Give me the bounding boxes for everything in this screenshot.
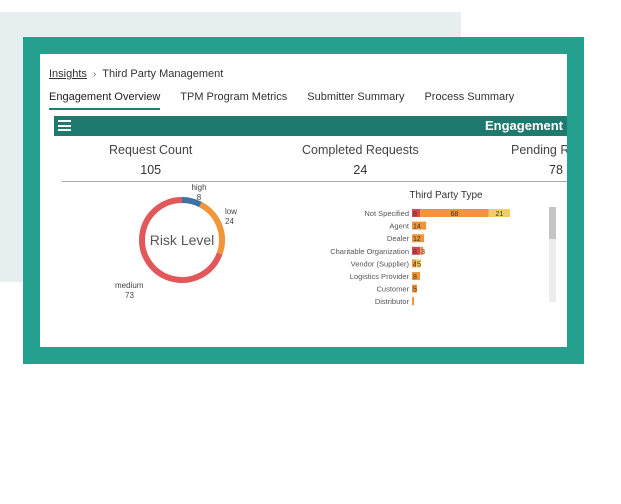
bar-data-label: 8 <box>413 274 417 281</box>
bar-segment[interactable] <box>412 272 421 280</box>
bar-data-label: 4 <box>413 261 417 268</box>
bar-segment[interactable] <box>412 284 418 293</box>
dashboard: Engagement Request Count 105 Completed R… <box>54 116 567 347</box>
kpi-pending-requests: Pending R 78 <box>511 143 567 177</box>
donut-slice-medium[interactable] <box>139 197 223 283</box>
bar-segment[interactable] <box>420 209 489 217</box>
bar-data-label: 21 <box>495 211 503 218</box>
tab-process-summary[interactable]: Process Summary <box>424 91 515 103</box>
bar-segment[interactable] <box>416 259 422 268</box>
donut-label-low: low <box>225 207 237 216</box>
app-window: Insights › Third Party Management Engage… <box>40 54 567 347</box>
kpi-label: Completed Requests <box>302 143 419 157</box>
bar-data-label: 5 <box>413 287 417 294</box>
donut-value-low: 24 <box>225 217 234 226</box>
kpi-label: Pending R <box>511 143 567 157</box>
bar-category-label: Logistics Provider <box>350 272 410 281</box>
bar-category-label: Customer <box>376 285 409 294</box>
scrollbar-thumb[interactable] <box>549 207 556 239</box>
bar-category-label: Distributor <box>375 297 410 306</box>
bar-category-label: Dealer <box>387 234 410 243</box>
scrollbar-track[interactable] <box>549 207 556 302</box>
bar-data-label: 8 <box>413 211 417 218</box>
tab-tpm-program-metrics[interactable]: TPM Program Metrics <box>180 91 288 103</box>
bar-category-label: Not Specified <box>364 209 409 218</box>
donut-label-high: high <box>191 183 206 192</box>
dashboard-header: Engagement <box>54 116 567 136</box>
donut-label-medium: medium <box>115 281 144 290</box>
third-party-type-chart: Third Party Type Not Specified 8 68 21 Agent 1… <box>294 182 567 347</box>
breadcrumb-separator-icon: › <box>92 68 97 80</box>
bar-segment[interactable] <box>488 209 510 217</box>
bar-data-label: 8 <box>413 249 417 256</box>
tab-bar: Engagement Overview TPM Program Metrics … <box>49 91 514 110</box>
bar-segment[interactable] <box>412 297 415 306</box>
donut-value-high: 8 <box>197 193 202 202</box>
kpi-request-count: Request Count 105 <box>109 143 192 177</box>
kpi-value: 105 <box>140 163 162 177</box>
bar-segment[interactable] <box>412 259 417 268</box>
bar-segment[interactable] <box>412 234 425 243</box>
bar-data-label: 68 <box>451 211 459 218</box>
donut-value-medium: 73 <box>125 291 134 300</box>
tab-engagement-overview[interactable]: Engagement Overview <box>49 91 161 110</box>
kpi-value: 24 <box>353 163 368 177</box>
bar-data-label: 3 <box>421 249 425 256</box>
bar-category-label: Agent <box>389 222 410 231</box>
bar-category-label: Charitable Organization <box>330 247 409 256</box>
breadcrumb-current: Third Party Management <box>102 68 224 80</box>
bar-data-label: 5 <box>417 261 421 268</box>
kpi-label: Request Count <box>109 143 193 157</box>
hamburger-menu-icon[interactable] <box>58 120 71 131</box>
bar-segment[interactable] <box>412 246 421 255</box>
kpi-divider <box>62 181 567 182</box>
bar-data-label: 14 <box>413 224 421 231</box>
donut-slice-low[interactable] <box>198 201 225 255</box>
bar-segment[interactable] <box>412 209 421 217</box>
donut-center-title: Risk Level <box>150 232 215 248</box>
bar-chart-title: Third Party Type <box>409 190 483 201</box>
risk-level-chart: high 8 low 24 medium 73 Risk Level <box>54 182 314 347</box>
tab-submitter-summary[interactable]: Submitter Summary <box>307 91 405 103</box>
breadcrumb-link-insights[interactable]: Insights <box>49 68 87 80</box>
kpi-value: 78 <box>549 163 563 177</box>
kpi-completed-requests: Completed Requests 24 <box>302 143 419 177</box>
bar-segment[interactable] <box>420 246 424 255</box>
bar-data-label: 12 <box>413 236 421 243</box>
donut-slice-high[interactable] <box>181 197 202 208</box>
bar-segment[interactable] <box>412 221 427 230</box>
bar-category-label: Vendor (Supplier) <box>351 259 410 268</box>
breadcrumb: Insights › Third Party Management <box>49 68 223 80</box>
dashboard-title: Engagement <box>484 118 563 133</box>
